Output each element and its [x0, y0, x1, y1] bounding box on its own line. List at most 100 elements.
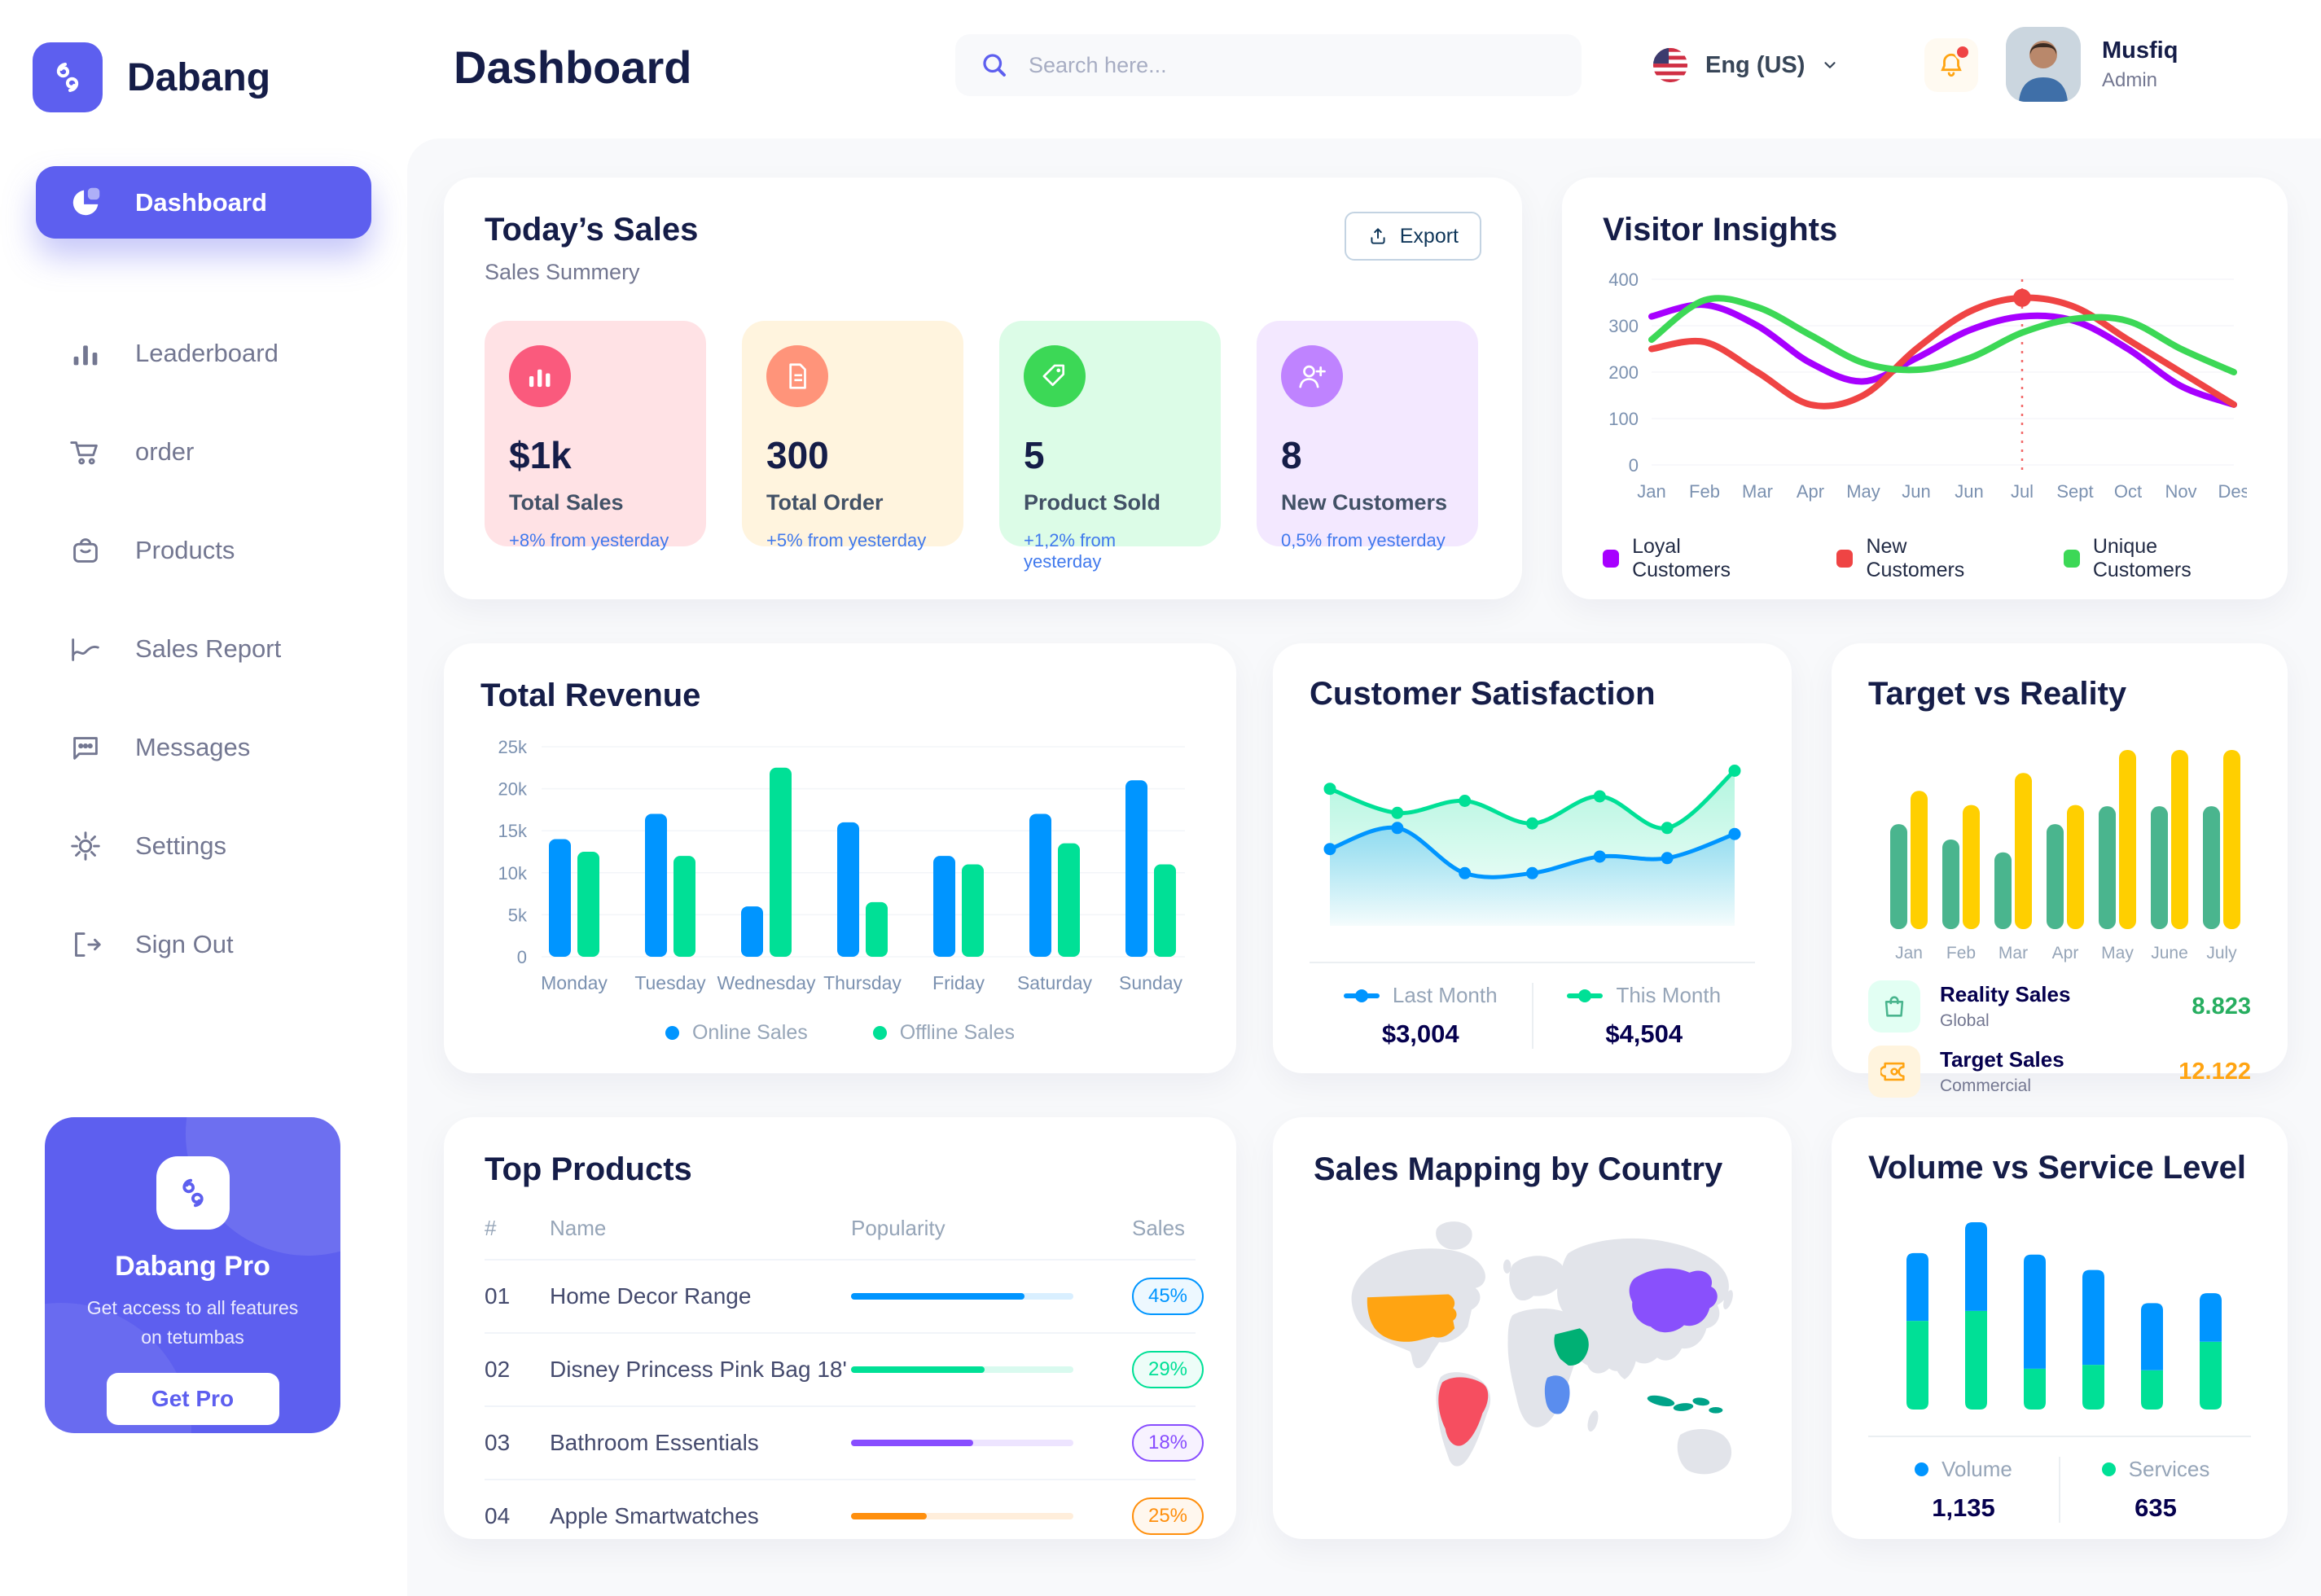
table-header: # Name Popularity Sales [485, 1216, 1196, 1261]
user-info: Musfiq Admin [2102, 37, 2178, 92]
line-chart-icon [67, 630, 104, 668]
product-number: 03 [485, 1430, 511, 1455]
search-bar[interactable] [955, 34, 1582, 96]
svg-text:0: 0 [517, 947, 527, 967]
pro-card-description: Get access to all features on tetumbas [86, 1297, 299, 1348]
stat-card-total-sales: $1k Total Sales +8% from yesterday [485, 321, 706, 550]
cart-icon [67, 433, 104, 471]
legend-label: Online Sales [691, 1021, 808, 1044]
stat-delta: 0,5% from yesterday [1281, 530, 1446, 550]
map-country-united-states [1367, 1294, 1457, 1342]
map-greenland [1436, 1221, 1472, 1250]
sidebar-item-dashboard[interactable]: Dashboard [36, 166, 371, 239]
get-pro-button[interactable]: Get Pro [106, 1373, 279, 1426]
svg-text:Mar: Mar [1999, 944, 2028, 962]
legend-swatch [1343, 989, 1380, 1002]
svg-text:Des: Des [2218, 481, 2247, 502]
svg-text:June: June [2151, 944, 2188, 962]
svg-text:25k: 25k [498, 737, 528, 757]
svg-text:Oct: Oct [2114, 481, 2142, 502]
legend-swatch [1836, 550, 1854, 568]
legend-swatch [2063, 550, 2080, 568]
brand-name: Dabang [127, 55, 271, 99]
notification-button[interactable] [1924, 38, 1978, 92]
svg-text:May: May [1846, 481, 1880, 502]
search-input[interactable] [1027, 51, 1557, 79]
svg-text:Feb: Feb [1689, 481, 1720, 502]
divider [1868, 1436, 2251, 1437]
stat-value: 8 [1281, 434, 1302, 476]
sidebar-item-label: order [135, 436, 195, 466]
legend-label: Unique Customers [2092, 535, 2192, 581]
svg-text:Jun: Jun [1902, 481, 1930, 502]
svg-text:Feb: Feb [1946, 944, 1976, 962]
column-number: # [485, 1216, 497, 1240]
summary-value: 12.122 [2178, 1058, 2251, 1085]
popularity-bar [851, 1513, 1073, 1519]
legend-item-unique-customers: Unique Customers [2063, 535, 2247, 582]
legend-label: Services [2128, 1457, 2210, 1481]
legend-label: Loyal Customers [1632, 535, 1731, 581]
sidebar-item-sign-out[interactable]: Sign Out [36, 908, 371, 980]
stat-card-product-sold: 5 Product Sold +1,2% from yesterday [999, 321, 1221, 572]
target-vs-reality-title: Target vs Reality [1868, 676, 2127, 712]
svg-text:Monday: Monday [541, 972, 608, 993]
volume-vs-service-title: Volume vs Service Level [1868, 1150, 2246, 1186]
legend-label: Volume [1941, 1457, 2012, 1481]
summary-sublabel: Global [1940, 1011, 1990, 1030]
sidebar-item-sales-report[interactable]: Sales Report [36, 612, 371, 685]
map-japan [1723, 1290, 1733, 1309]
brand-logo-icon [33, 42, 103, 112]
legend-value: 1,135 [1932, 1493, 1995, 1522]
map-uk [1503, 1259, 1512, 1274]
sidebar-item-label: Leaderboard [135, 338, 279, 367]
content-area: Today’s Sales Sales Summery Export $1k To… [407, 138, 2321, 1596]
sidebar-menu: Dashboard Leaderboard order Products Sales R… [0, 166, 407, 980]
export-button[interactable]: Export [1344, 212, 1481, 261]
bar-chart-icon [67, 335, 104, 372]
sidebar-item-products[interactable]: Products [36, 514, 371, 586]
sales-badge: 18% [1132, 1424, 1204, 1462]
world-map [1351, 1221, 1733, 1475]
language-label: Eng (US) [1705, 51, 1805, 78]
svg-text:400: 400 [1608, 270, 1639, 290]
user-profile[interactable]: Musfiq Admin [2006, 27, 2321, 102]
map-country-indonesia [1647, 1395, 1723, 1414]
svg-text:July: July [2206, 944, 2237, 962]
page-title: Dashboard [454, 42, 692, 93]
column-name: Name [550, 1216, 607, 1240]
sidebar-item-settings[interactable]: Settings [36, 809, 371, 882]
svg-text:300: 300 [1608, 316, 1639, 336]
sidebar-item-leaderboard[interactable]: Leaderboard [36, 317, 371, 389]
svg-text:Nov: Nov [2165, 481, 2196, 502]
sales-mapping-card: Sales Mapping by Country [1273, 1117, 1792, 1539]
top-products-card: Top Products # Name Popularity Sales 01 H… [444, 1117, 1236, 1539]
legend-label: This Month [1616, 983, 1722, 1007]
legend-swatch [1603, 550, 1620, 568]
legend-label: Last Month [1392, 983, 1498, 1007]
legend-item-offline-sales: Offline Sales [872, 1021, 1015, 1045]
sales-badge: 25% [1132, 1497, 1204, 1535]
column-sales: Sales [1132, 1216, 1186, 1240]
legend-value: $3,004 [1381, 1019, 1459, 1048]
total-revenue-card: Total Revenue 0 5k 10k 15k 20k 25k Monday Tuesd… [444, 643, 1236, 1073]
legend-value: $4,504 [1605, 1019, 1683, 1048]
product-number: 02 [485, 1357, 511, 1382]
table-row: 02 Disney Princess Pink Bag 18' 29% [485, 1334, 1204, 1407]
svg-text:Saturday: Saturday [1017, 972, 1093, 993]
popularity-bar [851, 1440, 1073, 1446]
legend-label: New Customers [1866, 535, 1965, 581]
sales-badge: 45% [1132, 1278, 1204, 1315]
svg-text:Apr: Apr [2052, 944, 2079, 962]
language-selector[interactable]: Eng (US) [1652, 42, 1839, 88]
stat-delta: +1,2% from yesterday [1024, 530, 1117, 572]
sidebar-item-order[interactable]: order [36, 415, 371, 488]
sidebar-item-messages[interactable]: Messages [36, 711, 371, 783]
header: Dashboard Eng (US) [407, 0, 2321, 138]
volume-vs-service-legend: Volume 1,135 Services 635 [1868, 1457, 2251, 1523]
legend-value: 635 [2135, 1493, 2177, 1522]
export-label: Export [1399, 224, 1459, 248]
customer-satisfaction-legend: Last Month $3,004 This Month $4,504 [1310, 983, 1755, 1049]
divider [1310, 962, 1755, 963]
sign-out-icon [67, 926, 104, 963]
